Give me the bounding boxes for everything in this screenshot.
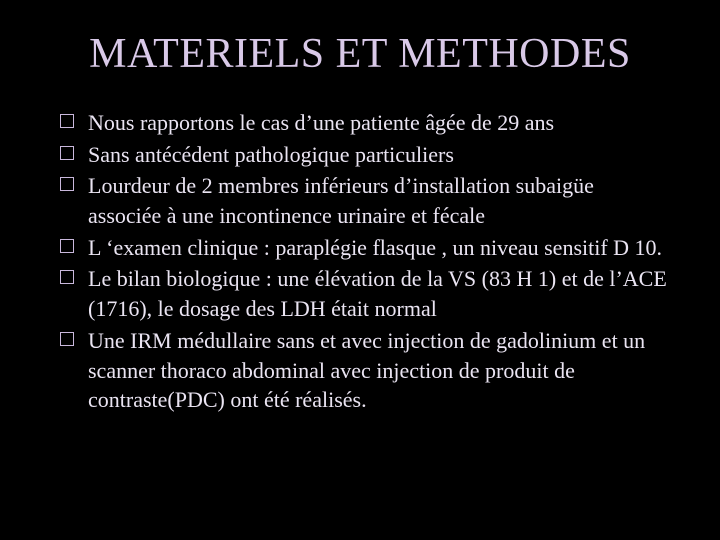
list-item: Sans antécédent pathologique particulier… <box>60 140 670 170</box>
list-item: Nous rapportons le cas d’une patiente âg… <box>60 108 670 138</box>
list-item: L ‘examen clinique : paraplégie flasque … <box>60 233 670 263</box>
list-item: Le bilan biologique : une élévation de l… <box>60 264 670 323</box>
bullet-list: Nous rapportons le cas d’une patiente âg… <box>40 108 680 415</box>
list-item: Une IRM médullaire sans et avec injectio… <box>60 326 670 415</box>
list-item: Lourdeur de 2 membres inférieurs d’insta… <box>60 171 670 230</box>
slide: MATERIELS ET METHODES Nous rapportons le… <box>0 0 720 540</box>
slide-title: MATERIELS ET METHODES <box>40 30 680 78</box>
